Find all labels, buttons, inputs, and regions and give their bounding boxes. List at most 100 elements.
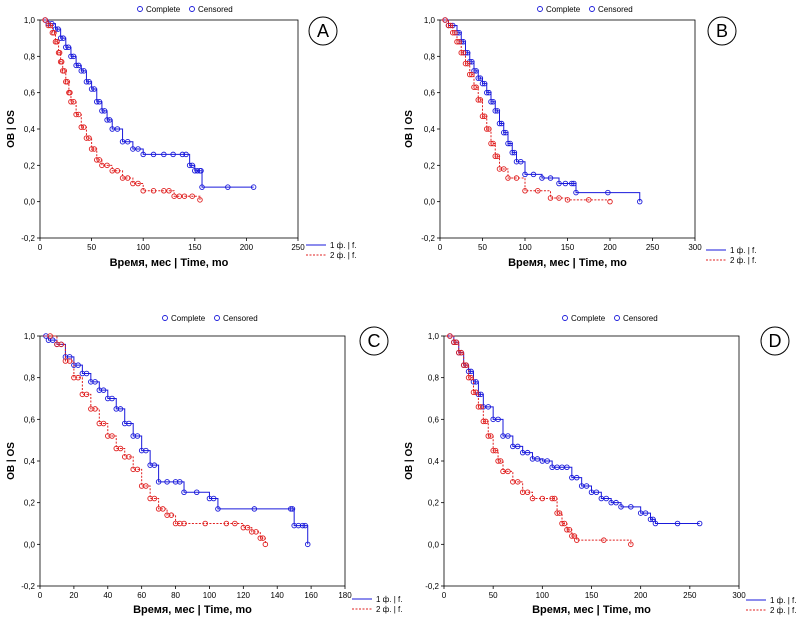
x-tick-label: 50: [489, 591, 498, 600]
event-marker: [696, 520, 703, 527]
y-tick-label: 0,6: [24, 89, 36, 98]
event-marker: [445, 22, 452, 29]
y-tick-label: 0,0: [24, 540, 36, 549]
event-marker: [81, 124, 87, 130]
series-legend: 1 ф. | f.2 ф. | f.: [352, 595, 402, 614]
x-tick-label: 200: [634, 591, 648, 600]
event-marker: [189, 193, 195, 199]
event-marker: [126, 420, 132, 427]
y-tick-label: 0,0: [24, 198, 36, 207]
event-marker: [481, 113, 488, 120]
event-marker: [143, 447, 149, 454]
event-marker: [464, 60, 471, 67]
event-marker: [78, 68, 85, 74]
event-marker: [96, 157, 103, 163]
event-marker: [68, 98, 74, 105]
marker-legend: Complete Censored: [562, 314, 658, 323]
event-marker: [199, 184, 205, 190]
y-tick-label: -0,2: [425, 582, 439, 591]
y-tick-label: -0,2: [21, 582, 35, 591]
event-marker: [114, 126, 121, 132]
event-marker: [251, 506, 258, 512]
event-marker: [262, 541, 269, 548]
event-marker: [295, 522, 302, 529]
event-marker: [505, 140, 511, 147]
x-axis-title: Время, мес | Time, mo: [110, 257, 229, 269]
y-tick-label: 1,0: [24, 16, 36, 25]
event-marker: [73, 111, 79, 118]
event-marker: [603, 495, 610, 502]
event-marker: [49, 337, 56, 343]
event-marker: [164, 479, 170, 485]
event-marker: [463, 362, 469, 368]
event-marker: [447, 22, 454, 29]
event-marker: [66, 358, 73, 364]
event-marker: [91, 86, 97, 92]
event-marker: [569, 533, 575, 539]
event-marker: [151, 495, 158, 502]
panel-d: -0,2 0,0 0,2 0,4 0,6 0,8 1,0 0 50 100 150 200 250 300…: [404, 314, 796, 616]
event-marker: [99, 108, 105, 114]
event-marker: [83, 135, 90, 141]
event-marker: [494, 153, 501, 159]
legend-label-group-1: 1 ф. | f.: [376, 595, 402, 604]
x-tick-label: 180: [338, 591, 352, 600]
x-tick-label: 120: [237, 591, 251, 600]
legend-label-group-1: 1 ф. | f.: [730, 246, 756, 255]
event-marker: [456, 349, 462, 356]
panel-badge: [308, 16, 338, 46]
event-marker: [171, 193, 177, 199]
event-marker: [88, 86, 95, 92]
event-marker: [473, 379, 479, 385]
x-tick-label: 150: [188, 243, 202, 252]
event-marker: [477, 75, 484, 81]
event-marker: [559, 520, 565, 527]
y-tick-label: 0,8: [424, 52, 436, 61]
event-marker: [130, 180, 136, 187]
event-marker: [47, 22, 54, 29]
panel-b: -0,2 0,0 0,2 0,4 0,6 0,8 1,0 0 50 100 150 200 250 300…: [404, 5, 756, 269]
event-marker: [92, 406, 98, 412]
censored-marker-icon: [589, 6, 595, 12]
event-marker: [56, 49, 63, 56]
event-marker: [571, 180, 577, 187]
legend-complete: Complete: [171, 314, 206, 323]
event-marker: [215, 506, 221, 512]
event-marker: [495, 458, 501, 464]
event-marker: [168, 512, 175, 518]
event-marker: [488, 98, 494, 105]
event-marker: [91, 146, 97, 152]
x-axis-title: Время, мес | Time, mo: [532, 604, 651, 616]
event-marker: [86, 79, 92, 85]
event-marker: [593, 489, 600, 496]
y-tick-label: 0,8: [24, 374, 36, 383]
event-marker: [450, 29, 456, 36]
legend-label-group-1: 1 ф. | f.: [770, 596, 796, 605]
event-marker: [210, 495, 217, 502]
event-marker: [124, 175, 131, 181]
event-marker: [453, 339, 460, 346]
y-tick-label: 0,8: [428, 374, 440, 383]
event-marker: [556, 180, 562, 187]
event-marker: [530, 171, 537, 178]
x-tick-label: 300: [732, 591, 746, 600]
legend-label-group-2: 2 ф. | f.: [730, 256, 756, 265]
legend-censored: Censored: [623, 314, 658, 323]
event-marker: [225, 184, 231, 190]
event-marker: [469, 71, 475, 78]
legend-complete: Complete: [146, 5, 181, 14]
y-axis-title: ОВ | OS: [6, 110, 17, 148]
series-legend: 1 ф. | f.2 ф. | f.: [306, 241, 356, 260]
event-marker: [511, 149, 518, 156]
event-marker: [513, 175, 520, 181]
y-tick-label: 0,0: [424, 198, 436, 207]
event-marker: [473, 84, 479, 90]
event-marker: [492, 447, 499, 454]
y-tick-label: 0,6: [24, 415, 36, 424]
event-marker: [605, 189, 611, 196]
event-marker: [486, 89, 492, 96]
event-marker: [473, 389, 479, 396]
event-marker: [92, 379, 98, 385]
event-marker: [194, 168, 201, 174]
event-marker: [67, 89, 73, 96]
